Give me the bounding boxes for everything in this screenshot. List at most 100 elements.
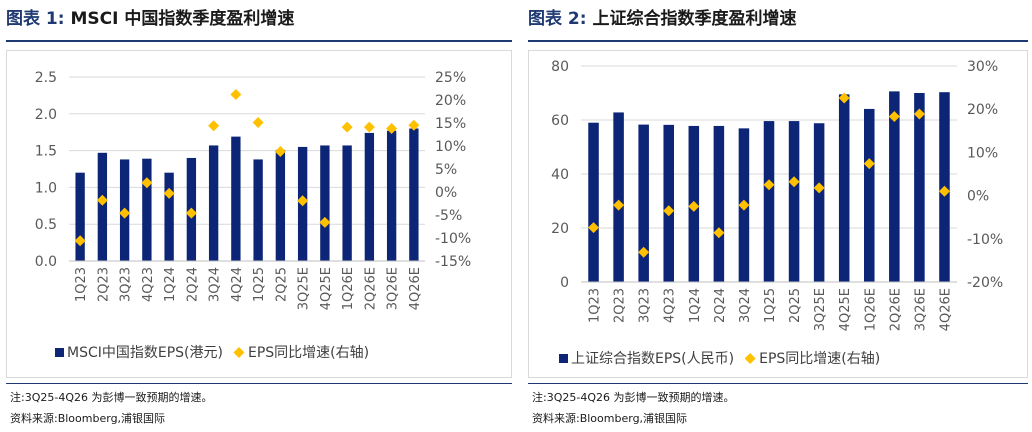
y-right-tick-label: 20% (435, 93, 466, 109)
eps-bar (638, 124, 649, 282)
x-tick-label: 4Q23 (663, 288, 678, 323)
msci-chart-svg: 0.0 0.5 1.0 1.5 2.0 2.5 -15% -10% -5% 0% 5% 10% 15% 2… (35, 70, 471, 361)
x-tick-label: 1Q25 (763, 288, 778, 323)
y-left-tick-label: 1.5 (35, 144, 57, 160)
growth-marker (838, 92, 850, 104)
x-tick-label: 1Q25 (252, 267, 267, 302)
growth-marker (408, 119, 420, 131)
y-left-tick-label: 2.5 (35, 70, 57, 86)
x-tick-label: 4Q23 (141, 267, 156, 302)
x-tick-label: 2Q25 (274, 267, 289, 302)
y-left-tick-label: 80 (551, 59, 569, 75)
y-right-tick-label: -10% (967, 232, 1003, 248)
growth-marker (938, 185, 950, 197)
eps-bar (713, 125, 725, 282)
eps-bar (788, 121, 800, 282)
y-right-tick-label: 5% (435, 162, 457, 178)
growth-marker (588, 222, 600, 234)
y-right-tick-label: -5% (435, 208, 462, 224)
y-right-tick-label: 0% (435, 185, 457, 201)
x-tick-label: 3Q24 (738, 288, 753, 323)
x-tick-label: 4Q26E (408, 267, 423, 310)
chart-panel-msci: 图表 1: MSCI 中国指数季度盈利增速 0.0 0.5 1.0 1.5 2.0 2.5… (6, 4, 512, 425)
growth-marker (913, 108, 925, 120)
growth-marker (713, 227, 725, 239)
growth-marker (663, 205, 675, 217)
growth-marker (788, 176, 800, 188)
x-tick-label: 4Q24 (230, 267, 245, 302)
y-left-tick-label: 0 (560, 275, 569, 291)
y-right-tick-label: -10% (435, 231, 471, 247)
figure-title: MSCI 中国指数季度盈利增速 (70, 9, 295, 29)
eps-bar (97, 152, 108, 261)
footnote: 注:3Q25-4Q26 为彭博一致预期的增速。 (532, 391, 735, 404)
growth-marker (274, 146, 286, 158)
x-tick-label: 3Q23 (638, 288, 653, 323)
y-left-tick-label: 60 (551, 113, 569, 129)
eps-bar (231, 136, 241, 261)
growth-marker (185, 207, 197, 219)
eps-bar (663, 124, 674, 282)
y-left-tick-label: 0.5 (35, 217, 57, 233)
title-rule (528, 40, 1028, 42)
eps-bar (889, 91, 900, 282)
chart-panel-shcomp: 图表 2: 上证综合指数季度盈利增速 0 20 40 60 80 -20% -10% 0% 10… (522, 0, 1032, 432)
y-left-tick-label: 1.0 (35, 180, 57, 196)
figure-label: 图表 1: (6, 9, 65, 29)
x-tick-label: 3Q26E (386, 267, 401, 310)
y-right-tick-label: 10% (435, 139, 466, 155)
growth-marker (297, 195, 309, 207)
growth-marker (613, 199, 625, 211)
chart-area: 0.0 0.5 1.0 1.5 2.0 2.5 -15% -10% -5% 0% 5% 10% 15% 2… (6, 50, 512, 378)
growth-marker (341, 121, 353, 133)
growth-marker (163, 187, 175, 199)
y-right-tick-label: -15% (435, 254, 471, 270)
x-tick-label: 4Q25E (838, 288, 853, 331)
growth-marker (813, 182, 825, 194)
growth-marker (363, 121, 375, 133)
source-note: 资料来源:Bloomberg,浦银国际 (10, 412, 166, 425)
eps-bar (320, 145, 330, 261)
growth-marker (230, 88, 242, 100)
x-tick-label: 3Q23 (119, 267, 134, 302)
x-tick-label: 3Q25E (297, 267, 312, 310)
growth-marker (141, 177, 153, 189)
y-left-tick-label: 2.0 (35, 107, 57, 123)
legend-marker-label: EPS同比增速(右轴) (248, 345, 369, 361)
growth-marker (74, 235, 86, 247)
growth-marker (252, 117, 264, 129)
x-tick-label: 1Q24 (163, 267, 178, 302)
growth-marker (96, 194, 108, 206)
x-tick-label: 4Q25E (319, 267, 334, 310)
eps-bar (864, 108, 875, 283)
x-tick-label: 3Q25E (813, 288, 828, 331)
chart-area: 0 20 40 60 80 -20% -10% 0% 10% 20% 30% 1Q23 2Q23 3Q23… (528, 50, 1028, 378)
growth-marker (638, 246, 650, 258)
y-right-tick-label: 20% (967, 102, 998, 118)
source-note: 资料来源:Bloomberg,浦银国际 (532, 412, 688, 425)
eps-bar (763, 121, 775, 282)
legend-bar-swatch (559, 354, 568, 363)
legend-bar-label: 上证综合指数EPS(人民币) (571, 351, 734, 367)
eps-bar (588, 122, 599, 282)
growth-marker (738, 199, 750, 211)
y-left-tick-label: 40 (551, 167, 569, 183)
eps-bar (813, 123, 825, 283)
eps-bar (253, 159, 263, 261)
y-right-tick-label: 10% (967, 145, 998, 161)
growth-marker (763, 179, 775, 191)
footer-rule (6, 383, 512, 384)
legend-marker-swatch (233, 347, 245, 358)
growth-marker (688, 200, 700, 212)
figure-label: 图表 2: (528, 9, 587, 29)
chart-title: 图表 1: MSCI 中国指数季度盈利增速 (6, 4, 294, 29)
legend-marker-label: EPS同比增速(右轴) (759, 351, 880, 367)
eps-bar (914, 93, 925, 282)
growth-marker (888, 111, 900, 123)
x-tick-label: 2Q24 (713, 288, 728, 323)
legend-marker-swatch (744, 353, 756, 364)
y-right-tick-label: 15% (435, 116, 466, 132)
x-tick-label: 3Q26E (913, 288, 928, 331)
x-tick-label: 2Q23 (96, 267, 111, 302)
y-right-tick-label: -20% (967, 275, 1003, 291)
